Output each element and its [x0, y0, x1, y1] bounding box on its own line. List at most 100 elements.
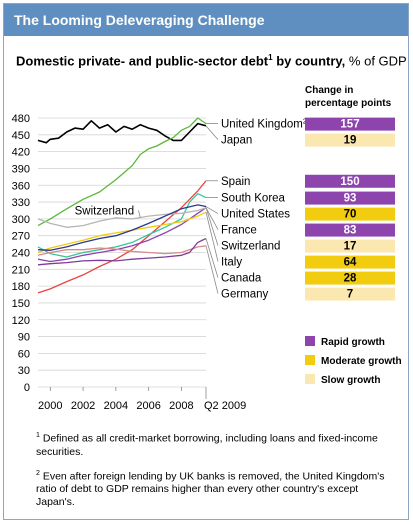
- series-line-canada: [37, 237, 207, 266]
- y-tick-label: 240: [12, 248, 30, 260]
- change-value-switzerland: 17: [344, 241, 357, 253]
- series-label-spain: Spain: [221, 176, 250, 188]
- series-label-germany: Germany: [221, 289, 269, 301]
- chart-gridlines: [38, 117, 206, 388]
- leader-italy: [205, 212, 219, 262]
- y-tick-label: 360: [12, 180, 30, 192]
- change-value-germany: 7: [347, 289, 353, 301]
- series-line-germany: [37, 245, 207, 256]
- x-axis-ticks: 2000 2002 2004 2006 2008 Q2 2009: [38, 387, 246, 412]
- change-value-france: 83: [344, 225, 357, 237]
- y-tick-label: 0: [24, 382, 30, 394]
- y-tick-label: 450: [12, 130, 30, 142]
- series-label-france: France: [221, 225, 257, 237]
- change-value-italy: 64: [344, 257, 357, 269]
- change-value-canada: 28: [344, 273, 357, 285]
- change-box-south-korea: [305, 191, 395, 205]
- series-label-canada: Canada: [221, 273, 262, 285]
- series-line-spain: [37, 180, 207, 294]
- chart-series-lines: [37, 117, 207, 294]
- series-label-switzerland: Switzerland: [221, 241, 280, 253]
- series-line-japan: [37, 120, 207, 144]
- legend-label: Moderate growth: [321, 356, 402, 367]
- y-tick-label: 420: [12, 147, 30, 159]
- y-tick-label: 180: [12, 281, 30, 293]
- change-box-france: [305, 223, 395, 237]
- series-label-japan: Japan: [221, 135, 252, 147]
- y-axis-ticks: 0 30 60 90 120 150 180 210 240 270 300 330 360 390 420…: [12, 113, 30, 394]
- y-tick-label: 270: [12, 231, 30, 243]
- change-column: 157 19 150 93 70 83 17 64 28 7 Change in percentage…: [305, 85, 395, 301]
- change-box-germany: [305, 287, 395, 301]
- leader-germany: [205, 245, 219, 294]
- y-tick-label: 30: [18, 365, 30, 377]
- chart-subtitle: Domestic private- and public-sector debt…: [16, 53, 407, 68]
- x-tick-label: 2002: [71, 400, 95, 412]
- x-end-label: Q2 2009: [204, 400, 246, 412]
- y-tick-label: 210: [12, 264, 30, 276]
- y-tick-label: 90: [18, 332, 30, 344]
- growth-legend: Rapid growth Moderate growth Slow growth: [305, 336, 402, 386]
- change-value-south-korea: 93: [344, 193, 357, 205]
- y-tick-label: 300: [12, 214, 30, 226]
- x-tick-label: 2000: [38, 400, 62, 412]
- annotation-switzerland: Switzerland: [75, 205, 134, 217]
- x-tick-label: 2008: [169, 400, 193, 412]
- change-box-spain: [305, 174, 395, 188]
- y-tick-label: 390: [12, 163, 30, 175]
- subtitle-main: Domestic private- and public-sector debt: [16, 53, 269, 69]
- change-value-united-states: 70: [344, 209, 357, 221]
- change-value-united-kingdom: 157: [340, 119, 359, 131]
- series-line-south-korea: [37, 193, 207, 258]
- subtitle-unit: % of GDP: [348, 53, 407, 69]
- label-leader-lines: [137, 123, 219, 294]
- change-value-spain: 150: [340, 176, 359, 188]
- y-tick-label: 60: [18, 348, 30, 360]
- series-label-superscript: 2: [303, 119, 307, 126]
- footnote-1-text: Defined as all credit-market borrowing, …: [36, 432, 378, 458]
- series-line-france: [37, 207, 207, 263]
- legend-label: Slow growth: [321, 375, 380, 386]
- leader-japan: [205, 125, 219, 140]
- x-tick-label: 2004: [104, 400, 128, 412]
- legend-swatch: [305, 374, 315, 384]
- change-header-line: percentage points: [305, 98, 392, 109]
- y-tick-label: 150: [12, 298, 30, 310]
- legend-swatch: [305, 336, 315, 346]
- series-label-italy: Italy: [221, 257, 242, 269]
- leader-france: [205, 207, 219, 230]
- leader-canada: [205, 238, 219, 278]
- series-labels: United Kingdom2 Japan Spain South Korea Unit…: [75, 119, 307, 301]
- leader-switzerland: [205, 207, 219, 246]
- series-line-italy: [37, 211, 207, 254]
- subtitle-note-ref: 1: [268, 53, 273, 62]
- subtitle-tail: by country,: [276, 53, 346, 69]
- footnote-2-ref: 2: [36, 469, 40, 477]
- change-header-line: Change in: [305, 85, 353, 96]
- footnote-1-ref: 1: [36, 432, 40, 439]
- change-value-japan: 19: [344, 135, 357, 147]
- change-box-united-kingdom: [305, 117, 395, 131]
- change-box-switzerland: [305, 239, 395, 253]
- change-box-italy: [305, 255, 395, 269]
- series-label-south-korea: South Korea: [221, 193, 286, 205]
- annotation-leader: [137, 210, 141, 218]
- legend-swatch: [305, 355, 315, 365]
- leader-united-states: [205, 206, 219, 214]
- debt-line-chart: 0306090120150180210240270300330360390420…: [12, 85, 402, 412]
- change-box-united-states: [305, 207, 395, 221]
- x-tick-label: 2006: [136, 400, 160, 412]
- series-label-united-states: United States: [221, 209, 290, 221]
- footnote-2-text: Even after foreign lending by UK banks i…: [36, 470, 385, 508]
- chart-title-bar: The Looming Deleveraging Challenge: [4, 4, 408, 36]
- legend-label: Rapid growth: [321, 337, 385, 348]
- series-line-switzerland: [37, 207, 207, 228]
- series-label-united-kingdom: United Kingdom2: [221, 119, 307, 131]
- footnote-1: 1 Defined as all credit-market borrowing…: [36, 429, 386, 459]
- footnote-2: 2 Even after foreign lending by UK banks…: [36, 467, 386, 510]
- series-line-united-states: [37, 204, 207, 251]
- footnotes: 1 Defined as all credit-market borrowing…: [36, 429, 386, 517]
- chart-frame: The Looming Deleveraging Challenge Domes…: [3, 3, 409, 520]
- change-box-canada: [305, 271, 395, 285]
- change-box-japan: [305, 133, 395, 147]
